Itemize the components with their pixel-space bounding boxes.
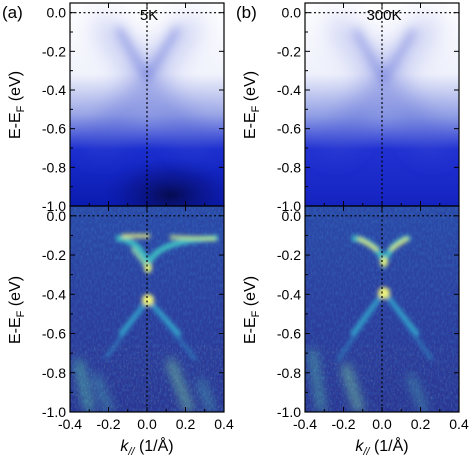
- panel-b-raw-intensity-map: [305, 3, 459, 206]
- panel-a-temperature-label: 5K: [140, 7, 158, 24]
- panel-b-raw-ytick-label: 0.0: [282, 5, 302, 21]
- panel-a-deriv-xtick-label: -0.4: [58, 416, 82, 432]
- panel-a-deriv-ytick-label: -1.0: [42, 404, 66, 420]
- panel-b-deriv-ytick-label: -0.6: [277, 326, 301, 342]
- panel-b-xlabel: k// (1/Å): [355, 436, 408, 458]
- panel-a-raw-ytick-label: -0.2: [42, 43, 66, 59]
- panel-b-temperature-label: 300K: [366, 7, 401, 24]
- panel-a-label: (a): [2, 3, 23, 22]
- svg-text:E-EF (eV): E-EF (eV): [242, 71, 262, 139]
- panel-a-deriv-xtick-label: -0.2: [96, 416, 120, 432]
- panel-b-deriv-xtick-label: -0.2: [331, 416, 355, 432]
- panel-b-raw-ytick-label: -0.8: [277, 159, 301, 175]
- panel-b-deriv-ylabel: E-EF (eV): [242, 276, 262, 344]
- panel-b-raw-ytick-label: -0.6: [277, 121, 301, 137]
- panel-a-raw-ytick-label: -0.4: [42, 82, 66, 98]
- axes-layer: 0.0-0.2-0.4-0.6-0.8-1.00.0-0.2-0.4-0.6-0…: [42, 2, 469, 432]
- svg-text:E-EF (eV): E-EF (eV): [7, 71, 27, 139]
- svg-text:E-EF (eV): E-EF (eV): [242, 276, 262, 344]
- panel-a-raw-ytick-label: -0.6: [42, 121, 66, 137]
- panel-b-raw-ylabel: E-EF (eV): [242, 71, 262, 139]
- panel-b-raw-ytick-label: -0.2: [277, 43, 301, 59]
- panel-b-deriv-xtick-label: 0.4: [449, 416, 469, 432]
- panel-b-deriv-xtick-label: -0.4: [293, 416, 317, 432]
- panel-b-deriv-ytick-label: -1.0: [277, 404, 301, 420]
- panel-b-deriv-xtick-label: 0.0: [372, 416, 392, 432]
- panel-a-xlabel: k// (1/Å): [120, 436, 173, 458]
- panel-a-deriv-xtick-label: 0.4: [214, 416, 234, 432]
- panel-a-derivative-map: [70, 206, 224, 412]
- panel-a-raw-intensity-map: [70, 3, 224, 206]
- svg-text:E-EF (eV): E-EF (eV): [7, 276, 27, 344]
- panel-b-derivative-map: [305, 206, 459, 412]
- panel-b-raw-ytick-label: -0.4: [277, 82, 301, 98]
- panel-a-deriv-ytick-label: -0.8: [42, 365, 66, 381]
- panel-b-deriv-ytick-label: -0.8: [277, 365, 301, 381]
- panel-a: [70, 3, 224, 412]
- panel-a-raw-ytick-label: 0.0: [47, 5, 67, 21]
- panel-a-raw-ytick-label: -0.8: [42, 159, 66, 175]
- panel-b-deriv-ytick-label: -0.2: [277, 247, 301, 263]
- panel-a-deriv-ytick-label: -0.6: [42, 326, 66, 342]
- panel-a-deriv-xtick-label: 0.0: [137, 416, 157, 432]
- panel-b-label: (b): [236, 3, 257, 22]
- panel-a-deriv-ylabel: E-EF (eV): [7, 276, 27, 344]
- panel-b-deriv-ytick-label: -0.4: [277, 286, 301, 302]
- panel-a-deriv-ytick-label: -0.4: [42, 286, 66, 302]
- panel-b-raw-ytick-label: -1.0: [277, 198, 301, 214]
- panel-a-raw-ytick-label: -1.0: [42, 198, 66, 214]
- panel-a-deriv-ytick-label: -0.2: [42, 247, 66, 263]
- panel-b-deriv-xtick-label: 0.2: [411, 416, 431, 432]
- panel-a-raw-ylabel: E-EF (eV): [7, 71, 27, 139]
- panel-b-deriv-ytick-label: 0.0: [282, 208, 302, 224]
- panel-a-deriv-xtick-label: 0.2: [176, 416, 196, 432]
- panel-a-deriv-ytick-label: 0.0: [47, 208, 67, 224]
